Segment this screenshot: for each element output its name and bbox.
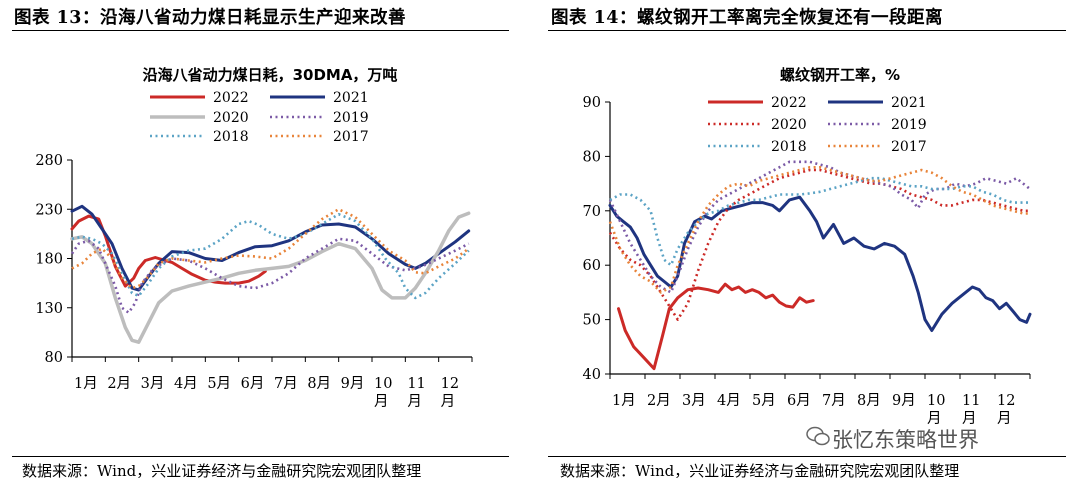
figure-13-bottom-rule bbox=[12, 456, 509, 458]
x-tick-label: 1月 bbox=[612, 393, 636, 409]
legend-label-2018: 2018 bbox=[213, 129, 249, 145]
series-line-2018 bbox=[609, 176, 1030, 267]
x-tick-label: 5月 bbox=[752, 393, 776, 409]
y-tick-label: 70 bbox=[583, 204, 601, 220]
x-tick-label: 4月 bbox=[174, 376, 198, 392]
y-tick-label: 60 bbox=[583, 258, 601, 274]
series-line-2021 bbox=[608, 195, 1032, 332]
legend-label-2019: 2019 bbox=[891, 117, 927, 133]
chart-1: 沿海八省动力煤日耗，30DMA，万吨 80 130 180 230 280 1月 2月 3月 4月… bbox=[35, 66, 473, 410]
watermark-text: 张忆东策略世界 bbox=[832, 428, 979, 452]
series-line-2020 bbox=[70, 211, 471, 344]
x-tick-label: 11 月 bbox=[962, 393, 980, 427]
x-tick-label: 7月 bbox=[274, 376, 298, 392]
figure-14-bottom-rule bbox=[548, 456, 1066, 458]
legend-label-2017: 2017 bbox=[891, 139, 927, 155]
figure-13-label: 图表 13：沿海八省动力煤日耗显示生产迎来改善 bbox=[14, 8, 406, 28]
y-tick-label: 280 bbox=[35, 153, 63, 169]
x-tick-label: 8月 bbox=[307, 376, 331, 392]
x-tick-label: 11 月 bbox=[407, 376, 425, 410]
series-line-2021 bbox=[70, 204, 471, 292]
chart-title: 沿海八省动力煤日耗，30DMA，万吨 bbox=[143, 66, 398, 84]
y-tick-label: 80 bbox=[45, 350, 63, 366]
y-tick-label: 180 bbox=[35, 252, 63, 268]
x-tick-label: 12 月 bbox=[997, 393, 1015, 427]
x-tick-label: 7月 bbox=[822, 393, 846, 409]
chart-2: 螺纹钢开工率，% 40 50 60 70 80 90 1月 2月 3月 4月 5月 6月 7月 8月 9月 10… bbox=[583, 66, 1032, 427]
x-tick-label: 5月 bbox=[207, 376, 231, 392]
legend-label-2020: 2020 bbox=[771, 117, 807, 133]
wechat-icon bbox=[806, 426, 830, 446]
figure-14-top-rule bbox=[548, 30, 1066, 32]
y-tick-label: 80 bbox=[583, 149, 601, 165]
legend-label-2017: 2017 bbox=[333, 129, 369, 145]
x-tick-label: 8月 bbox=[857, 393, 881, 409]
x-tick-label: 9月 bbox=[341, 376, 365, 392]
legend-label-2018: 2018 bbox=[771, 139, 807, 155]
legend-label-2019: 2019 bbox=[333, 110, 369, 126]
legend-label-2022: 2022 bbox=[213, 90, 249, 106]
series-line-2019 bbox=[70, 237, 470, 314]
legend-label-2022: 2022 bbox=[771, 95, 807, 111]
x-tick-label: 6月 bbox=[241, 376, 265, 392]
x-tick-label: 2月 bbox=[107, 376, 131, 392]
figure-14-label: 图表 14：螺纹钢开工率离完全恢复还有一段距离 bbox=[551, 8, 943, 28]
figure-14-source: 数据来源：Wind，兴业证券经济与金融研究院宏观团队整理 bbox=[560, 462, 960, 480]
x-tick-label: 3月 bbox=[141, 376, 165, 392]
x-tick-label: 4月 bbox=[717, 393, 741, 409]
y-tick-label: 90 bbox=[583, 95, 601, 111]
x-tick-label: 12 月 bbox=[441, 376, 459, 410]
x-tick-label: 2月 bbox=[647, 393, 671, 409]
y-tick-label: 50 bbox=[583, 313, 601, 329]
y-tick-label: 230 bbox=[35, 202, 63, 218]
y-tick-label: 130 bbox=[35, 301, 63, 317]
series-line-2018 bbox=[71, 212, 470, 300]
legend-label-2021: 2021 bbox=[891, 95, 927, 111]
figure-13-top-rule bbox=[12, 30, 509, 32]
series-line-2017 bbox=[71, 208, 470, 290]
chart-title: 螺纹钢开工率，% bbox=[780, 66, 900, 84]
x-tick-label: 3月 bbox=[682, 393, 706, 409]
x-tick-label: 1月 bbox=[74, 376, 98, 392]
legend-label-2020: 2020 bbox=[213, 110, 249, 126]
x-tick-label: 6月 bbox=[787, 393, 811, 409]
x-tick-label: 10 月 bbox=[374, 376, 392, 410]
legend-label-2021: 2021 bbox=[333, 90, 369, 106]
y-tick-label: 40 bbox=[583, 367, 601, 383]
x-tick-label: 9月 bbox=[892, 393, 916, 409]
x-tick-label: 10 月 bbox=[927, 393, 945, 427]
figure-13-source: 数据来源：Wind，兴业证券经济与金融研究院宏观团队整理 bbox=[22, 462, 422, 480]
series-line-2020 bbox=[608, 168, 1030, 321]
series-line-2017 bbox=[608, 166, 1030, 294]
series-line-2022 bbox=[617, 282, 815, 371]
